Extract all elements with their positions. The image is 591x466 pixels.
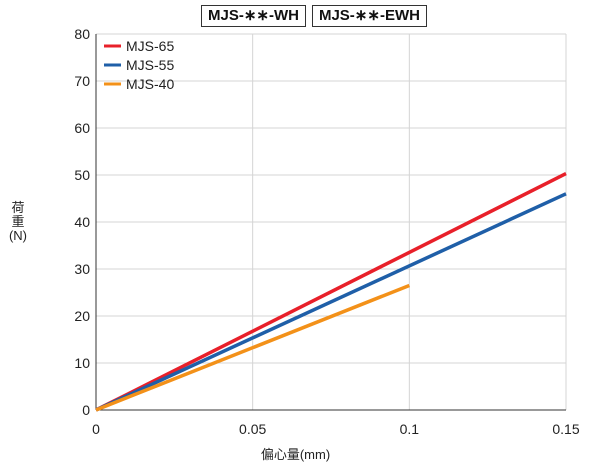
y-tick-label-8: 80	[74, 26, 90, 42]
y-axis-label-line-1: 荷	[11, 200, 25, 215]
x-axis-label: 偏心量(mm)	[260, 447, 331, 462]
x-tick-label-2: 0.1	[400, 421, 420, 437]
series-line-mjs-40	[95, 283, 410, 412]
y-axis-label-line-2: 重	[11, 214, 25, 229]
legend-label-mjs-65: MJS-65	[126, 38, 174, 54]
x-tick-label-3: 0.15	[552, 421, 579, 437]
y-tick-label-7: 70	[74, 73, 90, 89]
y-tick-label-6: 60	[74, 120, 90, 136]
y-tick-label-4: 40	[74, 214, 90, 230]
y-axis-label: 荷 重 (N)	[6, 201, 30, 243]
y-tick-label-3: 30	[74, 261, 90, 277]
x-tick-label-0: 0	[92, 421, 100, 437]
y-axis-label-line-3: (N)	[8, 228, 28, 243]
y-tick-label-5: 50	[74, 167, 90, 183]
legend-label-mjs-55: MJS-55	[126, 57, 174, 73]
y-tick-label-0: 0	[82, 402, 90, 418]
x-tick-label-1: 0.05	[239, 421, 266, 437]
legend-label-mjs-40: MJS-40	[126, 76, 174, 92]
chart-title-group: MJS-∗∗-WH MJS-∗∗-EWH	[201, 5, 427, 27]
series-line-mjs-65	[95, 172, 567, 412]
chart-title-wh: MJS-∗∗-WH	[201, 5, 306, 27]
chart-title-ewh: MJS-∗∗-EWH	[311, 5, 427, 27]
y-tick-label-2: 20	[74, 308, 90, 324]
series-line-mjs-55	[95, 192, 567, 412]
y-tick-label-1: 10	[74, 355, 90, 371]
